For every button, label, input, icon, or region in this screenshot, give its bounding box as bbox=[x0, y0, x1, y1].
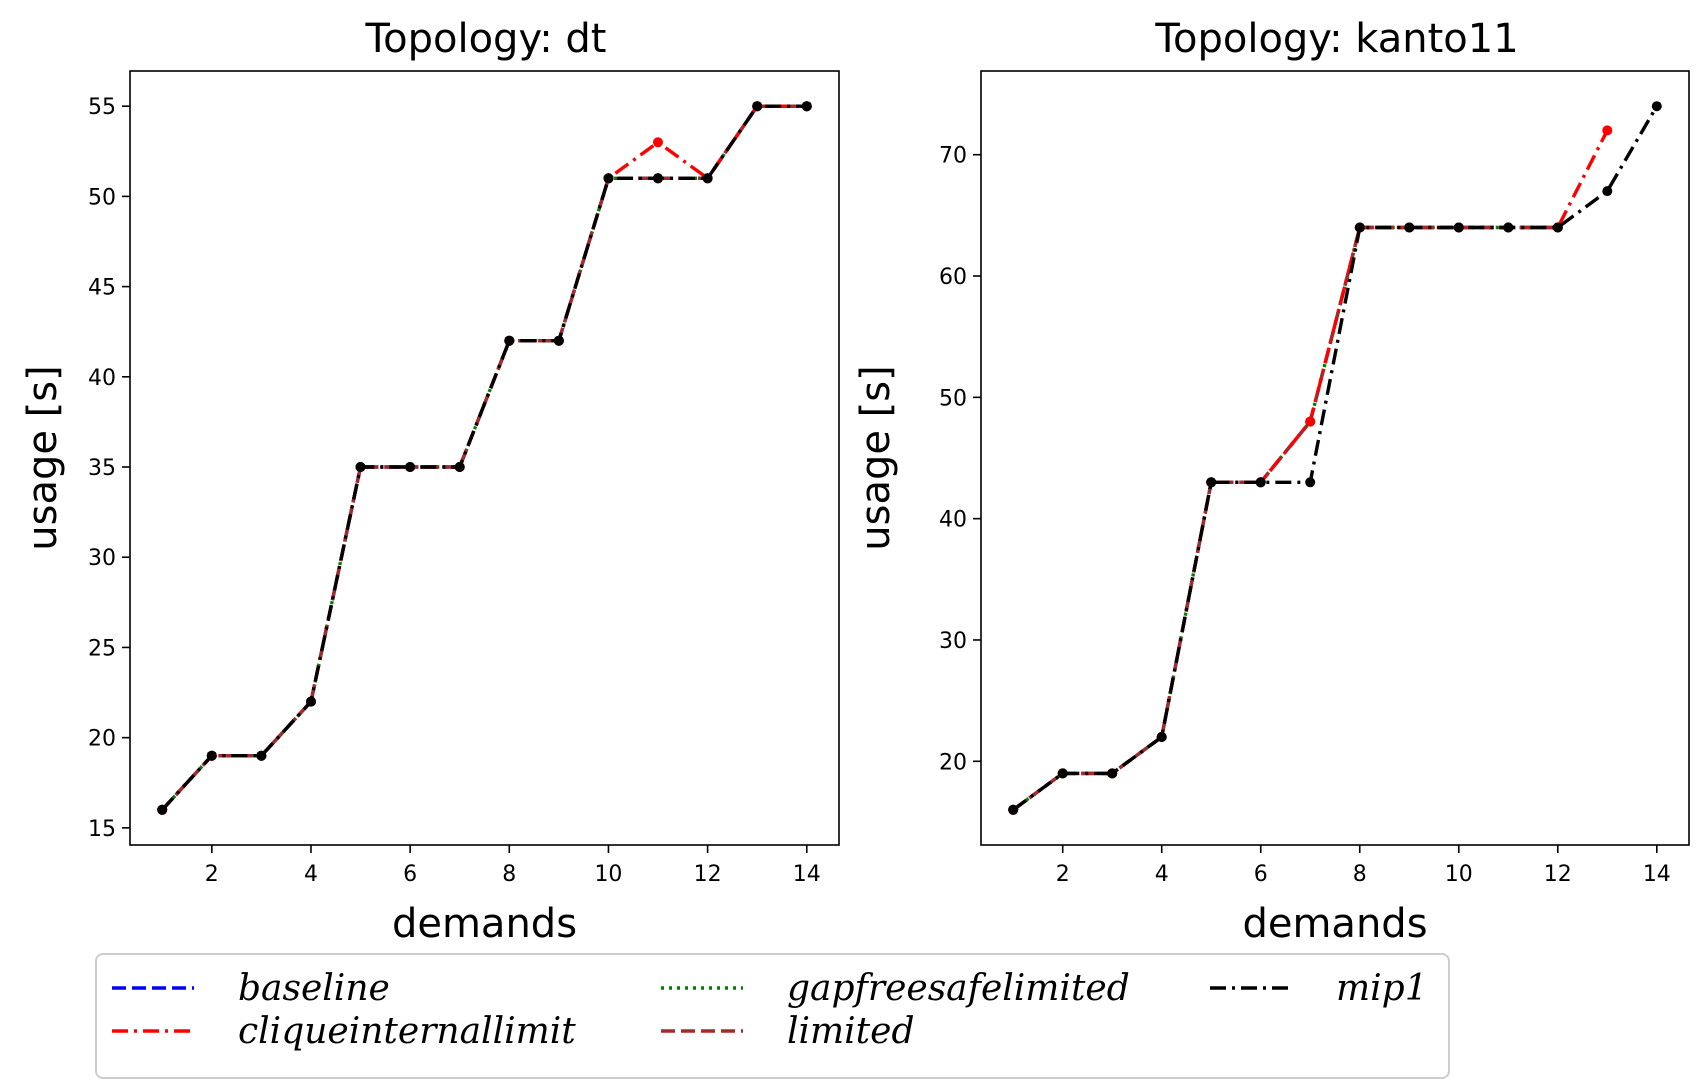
plot-area-frame bbox=[980, 70, 1690, 846]
y-tick-label: 30 bbox=[88, 546, 116, 571]
x-tick-label: 4 bbox=[304, 862, 318, 887]
x-tick-label: 6 bbox=[1254, 862, 1268, 887]
data-point-mip1 bbox=[454, 462, 465, 472]
x-tick-label: 10 bbox=[594, 862, 622, 887]
data-point-mip1 bbox=[405, 462, 416, 472]
data-point-mip1 bbox=[603, 173, 614, 184]
series-line-mip1 bbox=[160, 104, 807, 811]
chart-topology-dt: Topology: dt 2 4 6 8 10 12 14 15 20 25 30 35 40 45 50 5… bbox=[20, 16, 840, 947]
plot-area-frame bbox=[129, 70, 840, 846]
x-axis-label: demands bbox=[1242, 901, 1427, 947]
y-tick-label: 40 bbox=[88, 366, 116, 391]
x-tick-label: 12 bbox=[1544, 862, 1572, 887]
data-point-mip1 bbox=[1503, 222, 1514, 233]
data-point-mip1 bbox=[1156, 732, 1167, 742]
y-tick-label: 30 bbox=[939, 629, 967, 654]
y-tick-label: 25 bbox=[88, 636, 116, 661]
x-axis-label: demands bbox=[392, 901, 577, 947]
y-tick-label: 20 bbox=[88, 727, 116, 752]
x-tick-label: 12 bbox=[694, 862, 722, 887]
data-point-mip1 bbox=[504, 335, 515, 346]
data-point-mip1 bbox=[1008, 804, 1019, 815]
data-point-mip1 bbox=[702, 173, 713, 184]
data-point-mip1 bbox=[1651, 101, 1662, 112]
x-tick-label: 8 bbox=[502, 862, 516, 887]
data-point-mip1 bbox=[1206, 477, 1217, 488]
series-line-mip1 bbox=[1012, 105, 1659, 812]
data-point-cliqueinternallimit bbox=[1305, 416, 1316, 427]
x-tick-label: 10 bbox=[1445, 862, 1473, 887]
legend-entry-baseline: baseline bbox=[112, 968, 390, 1009]
x-tick-label: 14 bbox=[1643, 862, 1671, 887]
data-point-cliqueinternallimit bbox=[1602, 125, 1613, 136]
legend-label: limited bbox=[787, 1011, 915, 1052]
legend-entry-cliqueinternallimit: cliqueinternallimit bbox=[112, 1011, 576, 1052]
y-axis-label: usage [s] bbox=[20, 365, 66, 550]
chart-topology-kanto11: Topology: kanto11 2 4 6 8 10 12 14 20 30 40 50 60 70… bbox=[853, 16, 1690, 947]
data-point-mip1 bbox=[801, 101, 812, 112]
data-point-mip1 bbox=[653, 173, 663, 184]
data-point-mip1 bbox=[206, 750, 217, 761]
chart-title: Topology: kanto11 bbox=[1154, 16, 1518, 62]
legend-entry-gapfreesafelimited: gapfreesafelimited bbox=[661, 968, 1130, 1009]
y-tick-label: 40 bbox=[939, 508, 967, 533]
x-tick-label: 6 bbox=[403, 862, 417, 887]
data-point-mip1 bbox=[1107, 768, 1118, 779]
data-point-mip1 bbox=[1305, 477, 1316, 488]
series-mip1 bbox=[157, 101, 812, 815]
legend-entry-mip1: mip1 bbox=[1210, 968, 1428, 1009]
legend-frame bbox=[95, 953, 1450, 1079]
data-point-mip1 bbox=[553, 335, 564, 346]
data-point-mip1 bbox=[1404, 222, 1415, 233]
y-tick-label: 15 bbox=[88, 817, 116, 842]
data-point-mip1 bbox=[1602, 186, 1613, 197]
data-point-mip1 bbox=[355, 462, 366, 472]
y-tick-label: 45 bbox=[88, 276, 116, 301]
data-point-mip1 bbox=[1057, 768, 1068, 779]
x-tick-label: 4 bbox=[1155, 862, 1169, 887]
data-point-mip1 bbox=[256, 750, 267, 761]
y-tick-label: 20 bbox=[939, 750, 967, 775]
data-point-mip1 bbox=[1453, 222, 1464, 233]
data-point-mip1 bbox=[1255, 477, 1266, 488]
data-point-mip1 bbox=[1552, 222, 1563, 233]
y-tick-label: 55 bbox=[88, 95, 116, 120]
legend-label: baseline bbox=[238, 968, 390, 1009]
y-tick-label: 60 bbox=[939, 265, 967, 290]
data-point-mip1 bbox=[752, 101, 763, 112]
chart-title: Topology: dt bbox=[365, 16, 607, 62]
x-tick-label: 2 bbox=[205, 862, 219, 887]
legend-label: gapfreesafelimited bbox=[787, 968, 1130, 1009]
data-point-mip1 bbox=[306, 696, 316, 707]
y-tick-label: 70 bbox=[939, 144, 967, 169]
data-point-mip1 bbox=[1354, 222, 1365, 233]
y-axis-label: usage [s] bbox=[853, 365, 899, 550]
data-point-cliqueinternallimit bbox=[653, 137, 663, 148]
data-point-mip1 bbox=[157, 804, 168, 815]
legend-entry-limited: limited bbox=[661, 1011, 915, 1052]
series-mip1 bbox=[1008, 101, 1662, 815]
y-tick-label: 50 bbox=[88, 185, 116, 210]
legend-label: mip1 bbox=[1336, 968, 1428, 1009]
y-tick-label: 35 bbox=[88, 456, 116, 481]
x-tick-label: 14 bbox=[793, 862, 821, 887]
x-tick-label: 2 bbox=[1056, 862, 1070, 887]
legend-label: cliqueinternallimit bbox=[238, 1011, 576, 1052]
y-tick-label: 50 bbox=[939, 386, 967, 411]
x-tick-label: 8 bbox=[1353, 862, 1367, 887]
